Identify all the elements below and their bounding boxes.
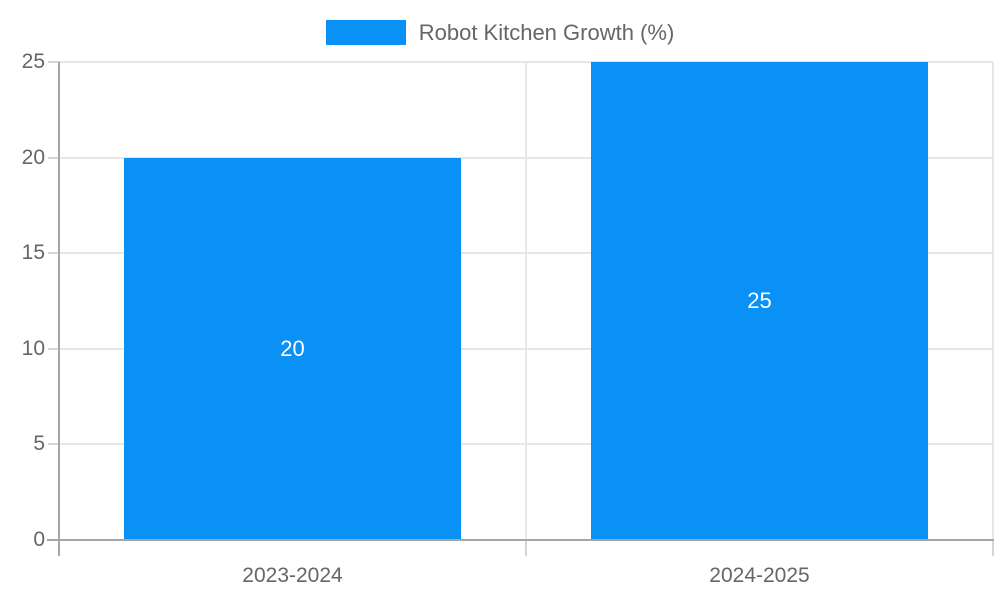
y-axis-label: 0 bbox=[33, 528, 45, 551]
bar-2023-2024[interactable] bbox=[124, 157, 461, 540]
y-axis-label: 25 bbox=[21, 50, 45, 73]
y-tick-mark bbox=[48, 252, 59, 255]
y-tick-mark bbox=[48, 443, 59, 446]
y-tick-mark bbox=[48, 61, 59, 63]
v-gridline bbox=[992, 62, 994, 540]
legend[interactable]: Robot Kitchen Growth (%) bbox=[0, 20, 1000, 45]
bar-value-label: 25 bbox=[747, 288, 772, 313]
y-axis-line bbox=[58, 62, 60, 556]
bar-2024-2025[interactable] bbox=[591, 62, 928, 540]
x-tick-mark bbox=[525, 540, 527, 556]
legend-label: Robot Kitchen Growth (%) bbox=[418, 19, 675, 45]
y-tick-mark bbox=[48, 156, 59, 159]
x-tick-mark bbox=[992, 540, 994, 556]
y-axis-label: 15 bbox=[21, 241, 45, 265]
x-axis-label: 2024-2025 bbox=[709, 564, 810, 587]
bar-value-label: 20 bbox=[280, 335, 305, 361]
v-gridline bbox=[525, 62, 527, 540]
x-axis-line bbox=[47, 539, 994, 541]
y-tick-mark bbox=[48, 347, 59, 350]
y-axis-label: 10 bbox=[21, 336, 45, 360]
y-axis-label: 5 bbox=[33, 432, 45, 456]
x-axis-label: 2023-2024 bbox=[242, 564, 343, 587]
legend-swatch bbox=[325, 20, 406, 45]
y-axis-label: 20 bbox=[21, 145, 45, 169]
